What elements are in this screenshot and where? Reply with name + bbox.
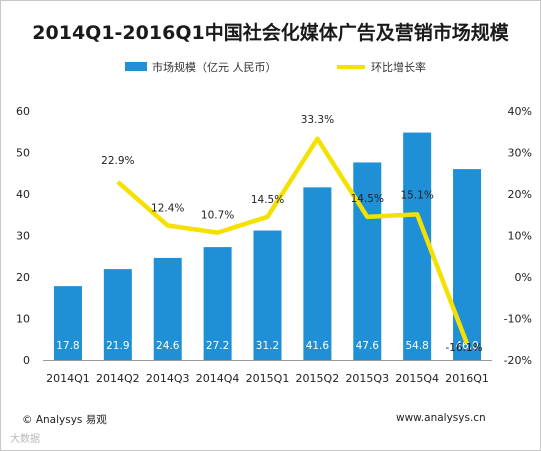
bar-value-label: 27.2 <box>206 340 229 352</box>
x-tick-label: 2014Q1 <box>46 372 90 385</box>
x-tick-label: 2014Q3 <box>146 372 190 385</box>
copyright-text: © Analysys 易观 <box>22 414 107 426</box>
chart-title: 2014Q1-2016Q1中国社会化媒体广告及营销市场规模 <box>32 22 509 44</box>
line-value-label: -16.1% <box>445 342 482 354</box>
y-right-tick-label: 10% <box>508 230 532 243</box>
bar-value-label: 31.2 <box>256 340 279 352</box>
y-right-tick-label: -20% <box>504 354 532 367</box>
x-tick-label: 2014Q4 <box>196 372 240 385</box>
bar-value-label: 54.8 <box>405 340 428 352</box>
y-right-tick-label: 40% <box>508 105 532 118</box>
bar <box>53 286 82 360</box>
x-tick-label: 2015Q1 <box>246 372 290 385</box>
y-left-tick-label: 30 <box>16 230 30 243</box>
line-value-label: 14.5% <box>351 193 384 205</box>
bar <box>103 269 132 360</box>
y-right-tick-label: 20% <box>508 188 532 201</box>
legend: 市场规模（亿元 人民币） 环比增长率 <box>125 60 426 74</box>
line-series: 22.9% 12.4% 10.7% 14.5% 33.3% 14.5% 15.1% -16.1… <box>101 114 482 354</box>
growth-line <box>116 136 470 345</box>
y-left-tick-label: 40 <box>16 188 30 201</box>
x-axis: 2014Q1 2014Q2 2014Q3 2014Q4 2015Q1 2015Q2 2015… <box>43 360 492 385</box>
bar-value-label: 46.0 <box>455 340 478 352</box>
bar-value-label: 21.9 <box>106 340 129 352</box>
bar <box>203 247 232 360</box>
x-tick-label: 2015Q2 <box>296 372 340 385</box>
bar <box>453 169 482 360</box>
line-value-label: 12.4% <box>151 203 184 215</box>
y-left-tick-label: 50 <box>16 147 30 160</box>
x-tick-label: 2016Q1 <box>445 372 489 385</box>
bar-value-label: 41.6 <box>306 340 330 352</box>
x-tick-label: 2015Q3 <box>345 372 389 385</box>
line-value-label: 14.5% <box>251 194 284 206</box>
line-value-label: 33.3% <box>301 114 334 126</box>
bar <box>403 132 432 360</box>
bar-value-label: 17.8 <box>56 340 79 352</box>
line-value-label: 22.9% <box>101 155 134 167</box>
y-right-tick-label: 30% <box>508 147 532 160</box>
bar <box>153 257 182 360</box>
right-axis: -20% -10% 0% 10% 20% 30% 40% <box>504 105 532 367</box>
bar-value-label: 24.6 <box>156 340 180 352</box>
y-left-tick-label: 20 <box>16 271 30 284</box>
legend-label-line: 环比增长率 <box>371 60 426 74</box>
source-url: www.analysys.cn <box>396 412 486 424</box>
y-left-tick-label: 60 <box>16 105 30 118</box>
bar <box>353 162 382 360</box>
x-tick-label: 2015Q4 <box>395 372 439 385</box>
bar-series: 17.8 21.9 24.6 27.2 31.2 41.6 47.6 54.8 46.0 <box>53 132 482 360</box>
bar <box>253 230 282 360</box>
line-value-label: 15.1% <box>400 189 433 201</box>
y-right-tick-label: 0% <box>515 271 532 284</box>
bar <box>303 187 332 360</box>
watermark-text: 大数据 <box>10 434 40 445</box>
line-value-label: 10.7% <box>201 210 234 222</box>
bar-value-label: 47.6 <box>356 340 380 352</box>
y-left-tick-label: 10 <box>16 313 30 326</box>
left-axis: 0 10 20 30 40 50 60 <box>16 105 30 367</box>
legend-swatch-bar <box>125 62 147 71</box>
legend-label-bar: 市场规模（亿元 人民币） <box>152 60 277 74</box>
y-right-tick-label: -10% <box>504 313 532 326</box>
y-left-tick-label: 0 <box>23 354 30 367</box>
x-tick-label: 2014Q2 <box>96 372 140 385</box>
